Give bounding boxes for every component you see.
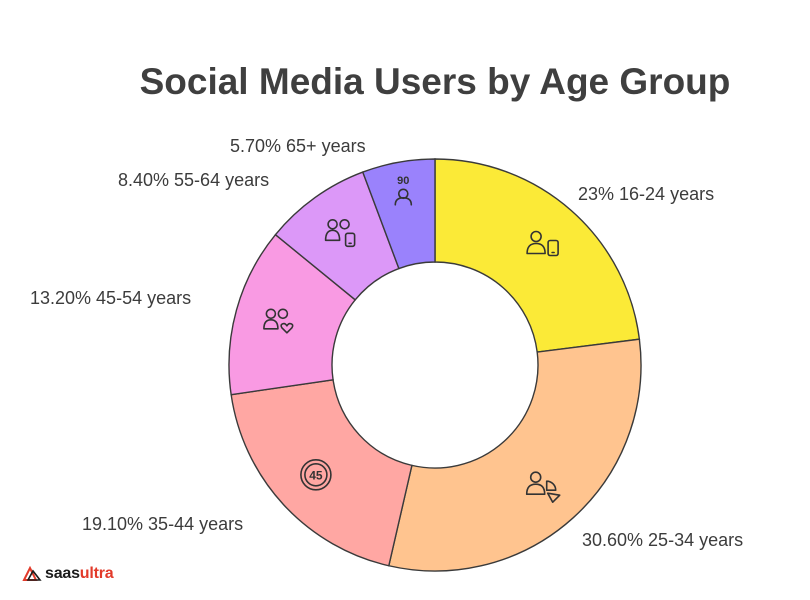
brand-name-part2: ultra bbox=[79, 565, 114, 582]
slice-label: 23% 16-24 years bbox=[578, 184, 714, 204]
slice-label: 19.10% 35-44 years bbox=[82, 514, 243, 534]
slice-16-24-years bbox=[434, 158, 641, 353]
age-45-text: 45 bbox=[309, 468, 323, 482]
slices-group bbox=[228, 158, 642, 572]
senior-90-icon: 90 bbox=[394, 175, 413, 206]
person-with-shapes-icon bbox=[525, 471, 561, 504]
brand-name-part1: saas bbox=[45, 565, 80, 582]
slice-25-34-years bbox=[387, 338, 642, 572]
slice-label: 13.20% 45-54 years bbox=[30, 288, 191, 308]
slice-label: 5.70% 65+ years bbox=[230, 136, 366, 156]
slice-35-44-years bbox=[230, 379, 413, 567]
age-90-text: 90 bbox=[397, 175, 409, 187]
couple-heart-icon bbox=[263, 308, 294, 334]
icons-group: 45 90 bbox=[263, 175, 561, 504]
brand-mark-icon bbox=[22, 566, 42, 581]
brand-name: saasultra bbox=[45, 565, 114, 583]
couple-phone-icon bbox=[324, 219, 356, 248]
slice-65-years bbox=[361, 158, 436, 270]
labels-group: 23% 16-24 years 30.60% 25-34 years 19.10% … bbox=[30, 136, 743, 550]
slice-label: 8.40% 55-64 years bbox=[118, 170, 269, 190]
age-45-badge-icon: 45 bbox=[300, 458, 332, 491]
person-with-phone-icon bbox=[526, 230, 559, 257]
slice-label: 30.60% 25-34 years bbox=[582, 530, 743, 550]
brand-logo: saasultra bbox=[22, 565, 114, 583]
chart-title: Social Media Users by Age Group bbox=[140, 61, 731, 102]
